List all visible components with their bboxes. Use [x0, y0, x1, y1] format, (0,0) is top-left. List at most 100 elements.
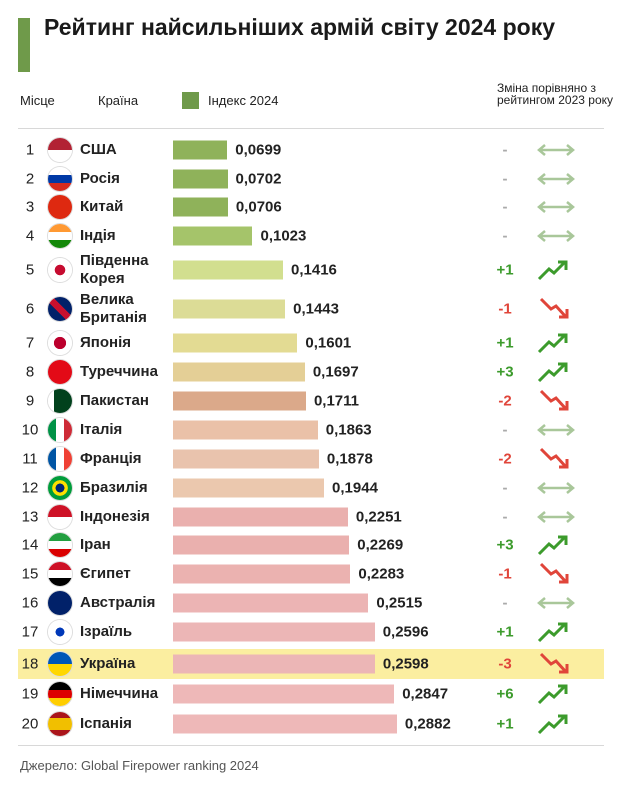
country: Єгипет — [80, 565, 131, 582]
country: Туреччина — [80, 363, 158, 380]
header-country: Країна — [98, 93, 139, 108]
value-label: 0,1443 — [293, 300, 339, 318]
flag — [48, 712, 72, 736]
rank: 3 — [25, 198, 35, 216]
change-arrow — [535, 388, 577, 414]
rank-change: +1 — [496, 623, 514, 641]
flag — [48, 224, 72, 248]
change-arrow — [535, 475, 577, 501]
header-change: Зміна порівняно з рейтингом 2023 року — [497, 81, 614, 107]
change-arrow — [535, 166, 577, 192]
rank: 14 — [21, 536, 39, 554]
value-label: 0,1697 — [312, 363, 359, 381]
rank-change: - — [502, 227, 508, 245]
value-label: 0,2596 — [382, 623, 429, 641]
value-label: 0,1944 — [332, 479, 378, 497]
change-arrow — [535, 532, 577, 558]
bar — [173, 391, 306, 411]
rank-change: - — [502, 508, 508, 526]
change-arrow — [535, 561, 577, 587]
rank-change: -2 — [498, 392, 512, 410]
change-arrow — [535, 296, 577, 322]
value-label: 0,0702 — [235, 170, 282, 188]
flag — [48, 167, 72, 191]
arrow-icon — [539, 447, 569, 469]
rank: 1 — [25, 141, 35, 159]
country: Іспанія — [80, 715, 132, 732]
arrow-icon — [537, 511, 575, 523]
separator — [18, 745, 604, 746]
arrow-icon — [537, 260, 568, 281]
flag — [48, 138, 72, 162]
separator — [18, 128, 604, 129]
flag — [48, 195, 72, 219]
rank: 12 — [21, 479, 39, 497]
rank-change: -3 — [498, 655, 512, 673]
bar — [173, 260, 284, 280]
rank: 8 — [25, 363, 35, 381]
rank: 6 — [25, 300, 35, 318]
rank-change: -2 — [498, 450, 512, 468]
change-arrow — [535, 681, 577, 707]
country: Японія — [80, 334, 131, 351]
flag — [48, 360, 72, 384]
value-label: 0,0706 — [235, 198, 282, 216]
rank: 4 — [25, 227, 35, 245]
country: Росія — [80, 170, 120, 187]
change-arrow — [535, 446, 577, 472]
rank: 2 — [25, 170, 35, 188]
rank: 7 — [25, 334, 35, 352]
bar — [173, 714, 397, 734]
rank-change: +6 — [496, 685, 514, 703]
value-label: 0,2882 — [404, 715, 451, 733]
bar — [173, 226, 253, 246]
bar — [173, 478, 325, 498]
country: Китай — [80, 198, 124, 215]
value-label: 0,1416 — [291, 261, 337, 279]
flag — [48, 682, 72, 706]
rank: 10 — [21, 421, 39, 439]
rank: 11 — [22, 450, 38, 468]
country: Бразилія — [80, 479, 148, 496]
rank-change: +1 — [496, 715, 514, 733]
arrow-icon — [537, 684, 568, 705]
bar — [173, 535, 350, 555]
rank: 17 — [21, 623, 39, 641]
bar — [173, 420, 318, 440]
legend-label: Індекс 2024 — [208, 93, 279, 108]
country: Південна Корея — [80, 252, 149, 287]
rank: 19 — [21, 685, 39, 703]
country: Індія — [80, 227, 116, 244]
value-label: 0,1601 — [305, 334, 352, 352]
rank: 16 — [21, 594, 39, 612]
bar — [173, 684, 395, 704]
arrow-icon — [539, 562, 569, 584]
rank-change: - — [502, 421, 508, 439]
bar — [173, 622, 375, 642]
bar — [173, 507, 348, 527]
arrow-icon — [537, 597, 575, 609]
country: Індонезія — [80, 508, 150, 525]
bar — [173, 654, 375, 674]
change-arrow — [535, 223, 577, 249]
country: Франція — [80, 450, 142, 467]
rank-change: - — [502, 141, 508, 159]
change-arrow — [535, 194, 577, 220]
arrow-icon — [537, 173, 575, 185]
bar — [173, 362, 305, 382]
flag — [48, 505, 72, 529]
arrow-icon — [537, 201, 575, 213]
flag — [48, 258, 72, 282]
bar — [173, 333, 298, 353]
change-arrow — [535, 590, 577, 616]
value-label: 0,0699 — [235, 141, 282, 159]
country: Австралія — [80, 594, 156, 611]
rank-change: - — [502, 594, 508, 612]
flag — [48, 418, 72, 442]
rank-change: -1 — [498, 565, 512, 583]
arrow-icon — [537, 230, 575, 242]
rank: 20 — [21, 715, 39, 733]
country: Німеччина — [80, 685, 159, 702]
title-accent — [18, 18, 30, 72]
